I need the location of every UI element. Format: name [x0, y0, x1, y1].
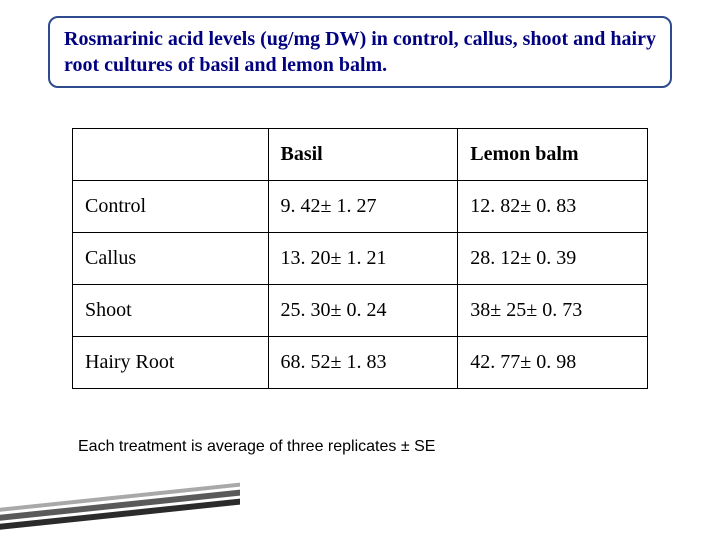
cell-lemon: 38± 25± 0. 73 [458, 285, 648, 337]
header-basil: Basil [268, 129, 458, 181]
row-label-hairyroot: Hairy Root [73, 337, 269, 389]
data-table: Basil Lemon balm Control 9. 42± 1. 27 12… [72, 128, 648, 389]
cell-lemon: 42. 77± 0. 98 [458, 337, 648, 389]
table-row: Control 9. 42± 1. 27 12. 82± 0. 83 [73, 181, 648, 233]
header-lemon: Lemon balm [458, 129, 648, 181]
table-row: Hairy Root 68. 52± 1. 83 42. 77± 0. 98 [73, 337, 648, 389]
cell-basil: 13. 20± 1. 21 [268, 233, 458, 285]
row-label-shoot: Shoot [73, 285, 269, 337]
cell-lemon: 12. 82± 0. 83 [458, 181, 648, 233]
slide-title: Rosmarinic acid levels (ug/mg DW) in con… [64, 26, 656, 78]
header-blank [73, 129, 269, 181]
table-row: Callus 13. 20± 1. 21 28. 12± 0. 39 [73, 233, 648, 285]
cell-basil: 25. 30± 0. 24 [268, 285, 458, 337]
table-header-row: Basil Lemon balm [73, 129, 648, 181]
title-box: Rosmarinic acid levels (ug/mg DW) in con… [48, 16, 672, 88]
cell-lemon: 28. 12± 0. 39 [458, 233, 648, 285]
footnote: Each treatment is average of three repli… [78, 438, 435, 456]
table-row: Shoot 25. 30± 0. 24 38± 25± 0. 73 [73, 285, 648, 337]
row-label-control: Control [73, 181, 269, 233]
decorative-stripes [0, 480, 240, 540]
cell-basil: 9. 42± 1. 27 [268, 181, 458, 233]
cell-basil: 68. 52± 1. 83 [268, 337, 458, 389]
row-label-callus: Callus [73, 233, 269, 285]
